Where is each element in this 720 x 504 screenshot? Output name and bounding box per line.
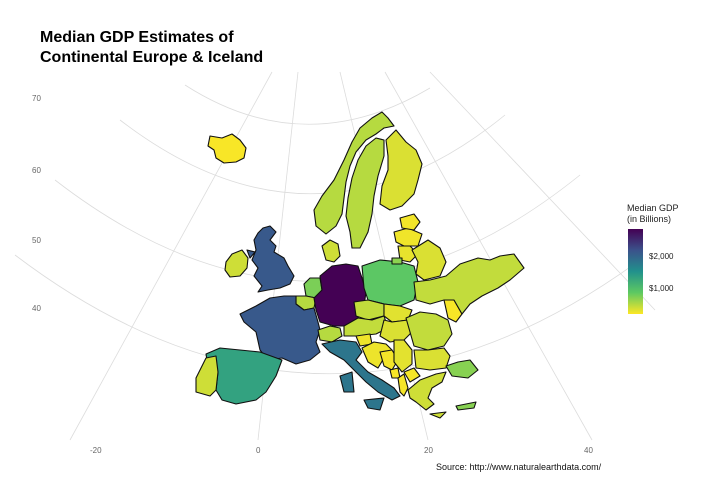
parallel-60 [119,114,506,195]
country-switzerland[interactable] [317,325,343,343]
legend-label-2000: $2,000 [649,252,674,261]
latitude-labels: 70 60 50 40 [32,94,41,313]
chart-title-line1: Median GDP Estimates of [40,29,234,46]
legend-colorbar [628,229,643,314]
country-serbia[interactable] [393,339,413,373]
country-sweden[interactable] [345,137,385,249]
country-hungary[interactable] [379,319,415,343]
legend-title-line2: (in Billions) [627,214,671,224]
country-montenegro[interactable] [389,367,401,379]
lon-label-20: 20 [424,446,433,455]
legend: Median GDP (in Billions) $2,000 $1,000 [627,203,679,314]
country-estonia[interactable] [399,213,421,231]
country-bulgaria[interactable] [413,347,451,371]
country-united-kingdom[interactable] [246,225,295,293]
legend-title-line1: Median GDP [627,203,679,213]
country-ukraine[interactable] [413,253,525,315]
countries [195,111,525,419]
country-poland[interactable] [361,259,419,307]
lat-label-60: 60 [32,166,41,175]
country-italy[interactable] [321,339,401,411]
lat-label-70: 70 [32,94,41,103]
lon-label-0: 0 [256,446,261,455]
country-kaliningrad[interactable] [391,257,403,265]
country-latvia[interactable] [393,227,423,247]
chart-title-line2: Continental Europe & Iceland [40,49,263,66]
lat-label-40: 40 [32,304,41,313]
lon-label-minus-20: -20 [90,446,102,455]
country-north-macedonia[interactable] [403,367,421,383]
longitude-labels: -20 0 20 40 [90,446,593,455]
meridian-40 [384,71,593,441]
country-iceland[interactable] [207,133,247,164]
country-portugal[interactable] [195,355,219,397]
country-finland[interactable] [379,129,423,211]
country-france[interactable] [239,295,321,365]
parallel-70 [184,84,431,125]
source-caption: Source: http://www.naturalearthdata.com/ [436,462,602,472]
country-turkey[interactable] [445,359,479,411]
parallel-40 [14,254,641,375]
country-belarus[interactable] [411,239,447,281]
country-romania[interactable] [405,311,453,351]
meridian-minus-20 [69,71,273,441]
lat-label-50: 50 [32,236,41,245]
lon-label-40: 40 [584,446,593,455]
legend-label-1000: $1,000 [649,284,674,293]
country-norway[interactable] [313,111,395,235]
country-greece[interactable] [407,371,447,419]
country-albania[interactable] [397,373,409,397]
country-denmark[interactable] [321,239,341,263]
country-ireland[interactable] [224,249,249,278]
meridian-60 [429,71,656,311]
